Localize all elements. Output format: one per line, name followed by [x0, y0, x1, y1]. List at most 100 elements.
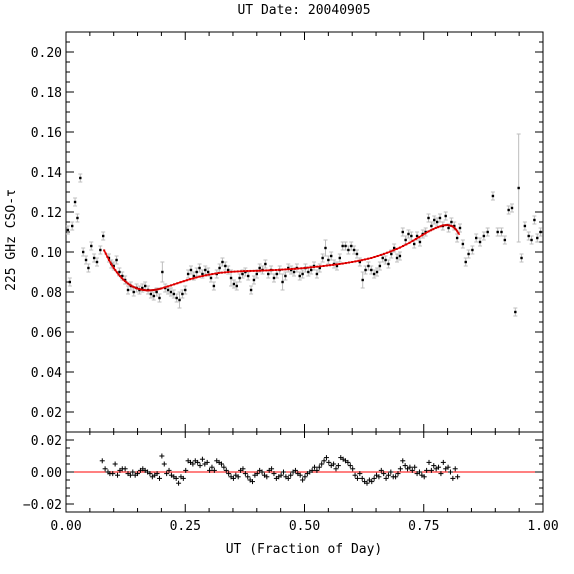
fit-marker: [455, 228, 458, 231]
data-point: [224, 264, 227, 268]
data-point: [461, 242, 465, 246]
data-point: [115, 258, 118, 262]
fit-marker: [189, 278, 192, 281]
fit-marker: [262, 269, 265, 272]
data-point: [367, 264, 370, 268]
data-point: [378, 264, 382, 268]
data-point: [418, 240, 422, 244]
data-point: [152, 294, 155, 298]
data-point: [118, 270, 121, 274]
data-point: [324, 246, 327, 250]
data-point: [121, 274, 124, 278]
fit-marker: [344, 262, 347, 265]
data-point: [189, 268, 193, 272]
data-point: [361, 278, 364, 282]
data-point: [198, 266, 201, 270]
x-tick-labels: 0.00 0.25 0.50 0.75 1.00: [50, 519, 558, 534]
fit-marker: [198, 275, 201, 278]
y-tick-label: 0.08: [31, 286, 62, 301]
data-point: [433, 218, 436, 222]
fit-marker: [437, 226, 440, 229]
data-point: [475, 236, 478, 240]
fit-marker: [157, 288, 160, 291]
fit-marker: [313, 266, 316, 268]
data-point: [267, 272, 270, 276]
fit-marker: [136, 287, 139, 290]
residual-panel: 0.02 0.00 −0.02: [23, 431, 544, 513]
fit-marker: [138, 288, 141, 290]
data-point: [395, 256, 399, 260]
data-point: [169, 290, 173, 294]
y-tick-label: 0.02: [31, 406, 62, 421]
fit-marker: [293, 267, 296, 270]
fit-marker: [451, 225, 454, 228]
fit-marker: [125, 281, 128, 284]
fit-marker: [224, 271, 226, 274]
data-point: [172, 292, 176, 296]
data-point: [438, 216, 442, 220]
data-point: [275, 272, 279, 276]
fit-marker: [133, 286, 136, 289]
fit-marker: [115, 271, 118, 274]
fit-marker: [357, 259, 360, 262]
data-point: [321, 256, 324, 260]
fit-marker: [246, 270, 249, 272]
fit-marker: [325, 264, 328, 267]
data-point: [341, 244, 344, 248]
fit-marker: [351, 261, 354, 263]
data-point: [84, 258, 88, 262]
fit-marker: [112, 267, 115, 269]
fit-marker: [284, 268, 287, 271]
fit-marker: [379, 254, 382, 256]
data-point: [195, 270, 198, 274]
data-point: [284, 274, 287, 278]
data-point: [381, 256, 384, 260]
fit-marker: [414, 238, 417, 241]
fit-marker: [348, 261, 351, 264]
data-point: [209, 276, 213, 280]
data-point: [486, 230, 489, 234]
data-point: [71, 224, 74, 228]
fit-marker: [300, 267, 303, 270]
fit-marker: [217, 272, 220, 274]
fit-marker: [441, 224, 444, 227]
data-point: [450, 220, 453, 224]
resid-y-tick-label: −0.02: [23, 498, 62, 513]
fit-marker: [328, 264, 331, 267]
data-point: [90, 244, 93, 248]
data-point: [330, 254, 333, 258]
main-panel: 0.02 0.04 0.06 0.08 0.10 0.12 0.14 0.16 0.18 0.20: [31, 31, 544, 433]
fit-marker: [429, 229, 432, 232]
data-points: [66, 176, 542, 314]
fit-marker: [185, 279, 188, 282]
data-point: [318, 266, 321, 270]
fit-marker: [274, 269, 277, 271]
fit-marker: [214, 272, 217, 275]
data-point: [232, 282, 236, 286]
fit-marker: [439, 225, 442, 228]
fit-marker: [255, 269, 258, 272]
y-tick-label: 0.10: [31, 246, 62, 261]
fit-marker: [427, 230, 430, 233]
data-point: [143, 284, 147, 288]
fit-marker: [123, 279, 126, 282]
resid-y-tick-label: 0.02: [31, 434, 62, 449]
x-tick-label: 1.00: [527, 519, 558, 534]
data-point: [430, 224, 433, 228]
fit-marker: [443, 224, 446, 227]
fit-marker: [179, 281, 182, 284]
data-point: [455, 236, 459, 240]
data-point: [375, 270, 379, 274]
fit-marker: [421, 234, 424, 237]
data-point: [126, 288, 130, 292]
data-point: [226, 268, 230, 272]
fit-marker: [271, 269, 274, 272]
data-point: [435, 220, 439, 224]
data-point: [292, 270, 296, 274]
fit-marker: [230, 270, 233, 273]
fit-marker: [445, 224, 448, 227]
data-point: [141, 286, 144, 290]
data-point: [112, 264, 115, 268]
data-point: [533, 218, 536, 222]
